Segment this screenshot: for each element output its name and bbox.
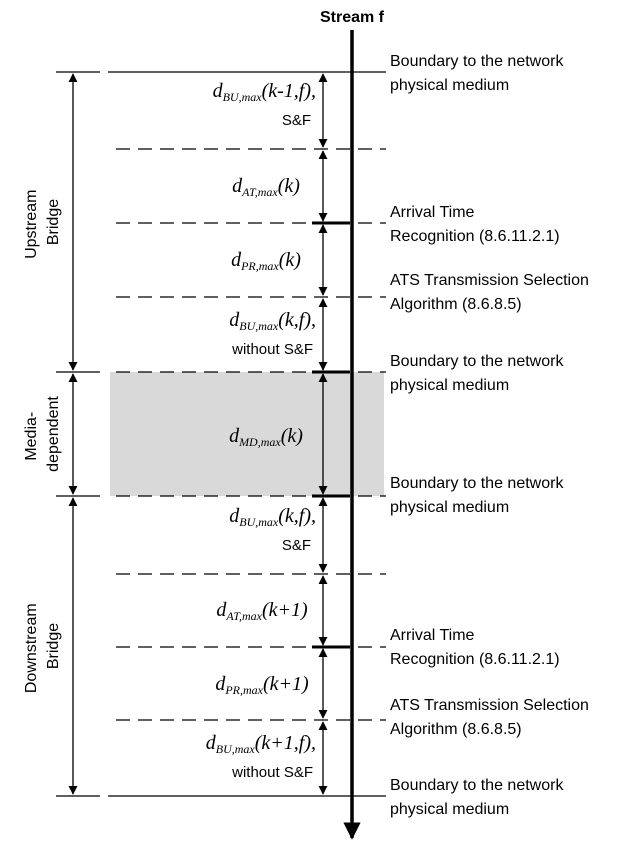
segment-note-bu1: S&F [282,112,311,129]
label-arrival-2: Arrival Time Recognition (8.6.11.2.1) [390,627,560,668]
label-boundary-2: Boundary to the network physical medium [390,353,568,394]
upstream-bridge-label: Upstream Bridge [23,185,62,259]
segment-label-bu3: dBU,max(k,f), [229,505,316,529]
segment-label-bu4: dBU,max(k+1,f), [206,732,316,756]
segment-label-md: dMD,max(k) [229,425,303,449]
label-ats-1: ATS Transmission Selection Algorithm (8.… [390,272,593,313]
downstream-bridge-label: Downstream Bridge [23,599,62,693]
dashed-boundaries [116,148,386,721]
label-boundary-top: Boundary to the network physical medium [390,53,568,94]
segment-note-bu4: without S&F [231,764,313,781]
segment-label-bu2: dBU,max(k,f), [229,309,316,333]
label-boundary-bottom: Boundary to the network physical medium [390,777,568,818]
segment-label-pr2: dPR,max(k+1) [215,673,309,697]
label-ats-2: ATS Transmission Selection Algorithm (8.… [390,697,593,738]
label-boundary-3: Boundary to the network physical medium [390,475,568,516]
media-dependent-label: Media- dependent [23,396,62,472]
segment-label-pr1: dPR,max(k) [231,249,301,273]
stream-title: Stream f [320,9,385,26]
segment-label-bu1: dBU,max(k-1,f), [213,80,316,104]
media-dependent-region [110,372,384,496]
segment-note-bu3: S&F [282,537,311,554]
label-arrival-1: Arrival Time Recognition (8.6.11.2.1) [390,204,560,245]
segment-label-at1: dAT,max(k) [232,175,300,199]
segment-note-bu2: without S&F [231,341,313,358]
segment-label-at2: dAT,max(k+1) [216,599,308,623]
left-extent-arrows [56,71,100,797]
